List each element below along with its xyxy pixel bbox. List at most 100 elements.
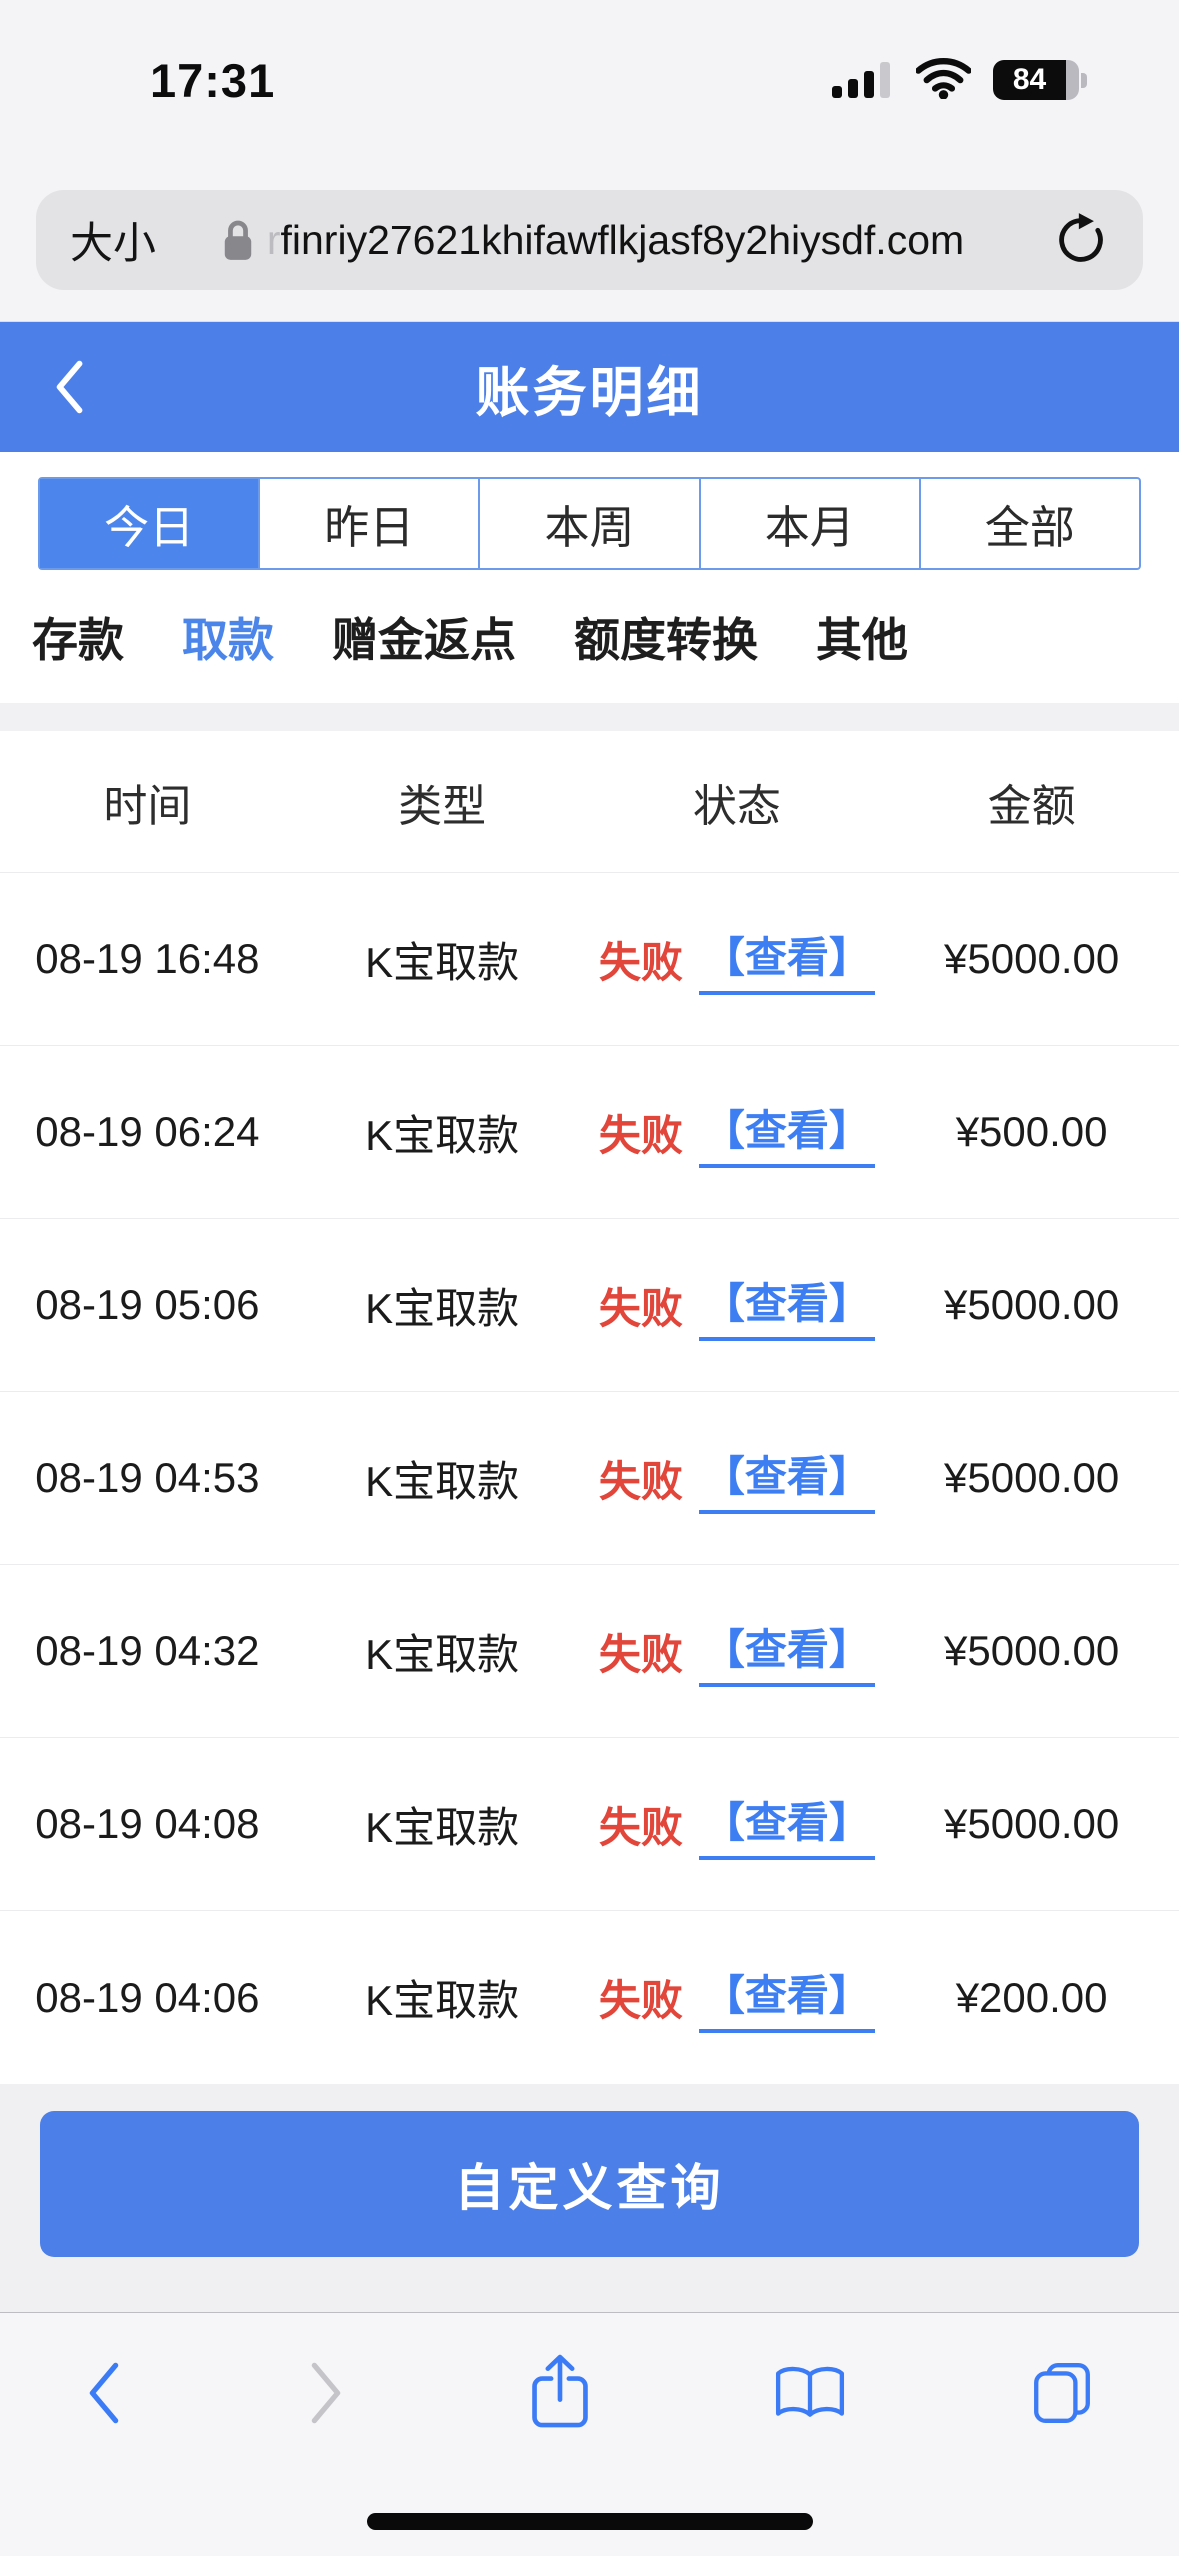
- lock-icon: [224, 220, 252, 260]
- cell-type: K宝取款: [365, 1803, 520, 1851]
- date-tab-all[interactable]: 全部: [918, 479, 1139, 568]
- reload-icon: [1059, 213, 1103, 262]
- cell-status: 失败 【查看】: [590, 1270, 885, 1341]
- date-tab-today[interactable]: 今日: [40, 479, 259, 568]
- filter-quota-transfer[interactable]: 额度转换: [574, 613, 758, 666]
- cell-amount: ¥500.00: [955, 1108, 1108, 1155]
- table-header-row: 时间 类型 状态 金额: [0, 731, 1179, 873]
- transactions-table: 时间 类型 状态 金额 08-19 16:48 K宝取款 失败 【查看】 ¥50…: [0, 731, 1179, 2084]
- date-range-tabs: 今日 昨日 本周 本月 全部: [38, 477, 1141, 570]
- date-tab-this-month[interactable]: 本月: [698, 479, 919, 568]
- cellular-signal-icon: [832, 58, 894, 103]
- table-body: 08-19 16:48 K宝取款 失败 【查看】 ¥5000.00 08-19 …: [0, 873, 1179, 2084]
- back-button[interactable]: [52, 322, 86, 452]
- chevron-left-icon: [56, 360, 83, 414]
- custom-query-button[interactable]: 自定义查询: [40, 2111, 1139, 2257]
- url-display: rfinriy27621khifawflkjasf8y2hiysdf.com: [156, 217, 1029, 264]
- address-bar[interactable]: 大小 rfinriy27621khifawflkjasf8y2hiysdf.co…: [36, 190, 1143, 290]
- cell-type: K宝取款: [365, 1977, 520, 2024]
- cell-type: K宝取款: [365, 938, 520, 986]
- browser-forward-button[interactable]: [306, 2361, 346, 2425]
- share-button[interactable]: [529, 2353, 591, 2433]
- table-row: 08-19 16:48 K宝取款 失败 【查看】 ¥5000.00: [0, 873, 1179, 1046]
- cell-amount: ¥5000.00: [944, 1281, 1120, 1328]
- cell-status: 失败 【查看】: [590, 924, 885, 995]
- cell-status: 失败 【查看】: [590, 1097, 885, 1168]
- view-details-link[interactable]: 【查看】: [698, 924, 875, 995]
- status-failed-label: 失败: [598, 1284, 683, 1332]
- status-bar: 17:31 84: [0, 0, 1179, 132]
- cell-time: 08-19 06:24: [35, 1108, 260, 1155]
- cell-time: 08-19 04:08: [35, 1800, 260, 1847]
- view-details-link[interactable]: 【查看】: [698, 1616, 875, 1687]
- cell-time: 08-19 04:06: [35, 1973, 260, 2021]
- status-failed-label: 失败: [598, 1457, 683, 1505]
- cell-amount: ¥5000.00: [944, 935, 1120, 982]
- status-failed-label: 失败: [598, 1977, 683, 2024]
- view-details-link[interactable]: 【查看】: [698, 1962, 875, 2033]
- cell-time: 08-19 16:48: [35, 935, 260, 982]
- wifi-icon: [915, 57, 972, 104]
- cell-amount: ¥5000.00: [944, 1627, 1120, 1674]
- date-tab-this-week[interactable]: 本周: [478, 479, 698, 568]
- view-details-link[interactable]: 【查看】: [698, 1270, 875, 1341]
- status-failed-label: 失败: [598, 1803, 683, 1851]
- status-failed-label: 失败: [598, 1111, 683, 1159]
- browser-back-button[interactable]: [84, 2361, 124, 2425]
- status-icons: 84: [832, 57, 1087, 104]
- battery-empty-segment: [1066, 60, 1079, 100]
- cell-type: K宝取款: [365, 1630, 520, 1678]
- cell-amount: ¥200.00: [955, 1973, 1108, 2021]
- reload-button[interactable]: [1053, 212, 1109, 268]
- col-header-amount: 金额: [987, 781, 1076, 831]
- date-tab-yesterday[interactable]: 昨日: [258, 479, 478, 568]
- page-title: 账务明细: [475, 362, 704, 423]
- cell-status: 失败 【查看】: [590, 1962, 885, 2033]
- bookmarks-button[interactable]: [773, 2362, 847, 2424]
- section-divider: [0, 703, 1179, 731]
- cell-type: K宝取款: [365, 1284, 520, 1332]
- toolbar-forward-icon: [311, 2362, 341, 2424]
- view-details-link[interactable]: 【查看】: [698, 1789, 875, 1860]
- bookmarks-icon: [775, 2366, 844, 2417]
- cell-amount: ¥5000.00: [944, 1800, 1120, 1847]
- filter-bonus-rebate[interactable]: 赠金返点: [332, 613, 516, 666]
- cell-type: K宝取款: [365, 1457, 520, 1505]
- url-text: rfinriy27621khifawflkjasf8y2hiysdf.com: [266, 216, 965, 263]
- filter-withdrawal[interactable]: 取款: [182, 613, 274, 666]
- type-filter-bar: 存款 取款 赠金返点 额度转换 其他: [0, 570, 1179, 703]
- col-header-time: 时间: [103, 781, 192, 831]
- view-details-link[interactable]: 【查看】: [698, 1097, 875, 1168]
- tabs-button[interactable]: [1029, 2360, 1095, 2426]
- battery-percent: 84: [993, 60, 1066, 100]
- status-failed-label: 失败: [598, 1630, 683, 1678]
- col-header-type: 类型: [398, 781, 487, 831]
- footer-area: 自定义查询: [0, 2084, 1179, 2312]
- table-row: 08-19 05:06 K宝取款 失败 【查看】 ¥5000.00: [0, 1219, 1179, 1392]
- battery-tip: [1081, 72, 1087, 88]
- share-icon: [531, 2354, 588, 2428]
- table-row: 08-19 04:08 K宝取款 失败 【查看】 ¥5000.00: [0, 1738, 1179, 1911]
- safari-toolbar: [0, 2312, 1179, 2556]
- table-row: 08-19 04:06 K宝取款 失败 【查看】 ¥200.00: [0, 1911, 1179, 2084]
- table-row: 08-19 04:32 K宝取款 失败 【查看】 ¥5000.00: [0, 1565, 1179, 1738]
- system-top-area: 17:31 84: [0, 0, 1179, 322]
- toolbar-back-icon: [89, 2362, 119, 2424]
- cell-time: 08-19 04:53: [35, 1454, 260, 1501]
- cell-amount: ¥5000.00: [944, 1454, 1120, 1501]
- table-row: 08-19 06:24 K宝取款 失败 【查看】 ¥500.00: [0, 1046, 1179, 1219]
- table-row: 08-19 04:53 K宝取款 失败 【查看】 ¥5000.00: [0, 1392, 1179, 1565]
- status-time: 17:31: [150, 53, 276, 107]
- status-failed-label: 失败: [598, 938, 683, 986]
- col-header-status: 状态: [692, 781, 781, 831]
- cell-status: 失败 【查看】: [590, 1443, 885, 1514]
- view-details-link[interactable]: 【查看】: [698, 1443, 875, 1514]
- battery-icon: 84: [993, 60, 1087, 100]
- cell-status: 失败 【查看】: [590, 1616, 885, 1687]
- home-indicator: [366, 2513, 813, 2530]
- text-size-button[interactable]: 大小: [70, 220, 156, 268]
- page-header: 账务明细: [0, 322, 1179, 452]
- filter-deposit[interactable]: 存款: [32, 613, 124, 666]
- filter-other[interactable]: 其他: [816, 613, 908, 666]
- cell-status: 失败 【查看】: [590, 1789, 885, 1860]
